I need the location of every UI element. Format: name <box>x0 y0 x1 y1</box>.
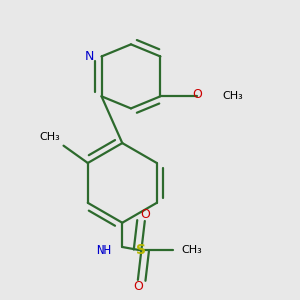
Text: O: O <box>133 280 143 293</box>
Text: CH₃: CH₃ <box>181 245 202 256</box>
Text: CH₃: CH₃ <box>39 132 60 142</box>
Text: O: O <box>140 208 150 220</box>
Text: N: N <box>85 50 94 63</box>
Text: NH: NH <box>96 244 111 257</box>
Text: CH₃: CH₃ <box>223 91 244 101</box>
Text: O: O <box>192 88 202 101</box>
Text: S: S <box>136 244 146 257</box>
